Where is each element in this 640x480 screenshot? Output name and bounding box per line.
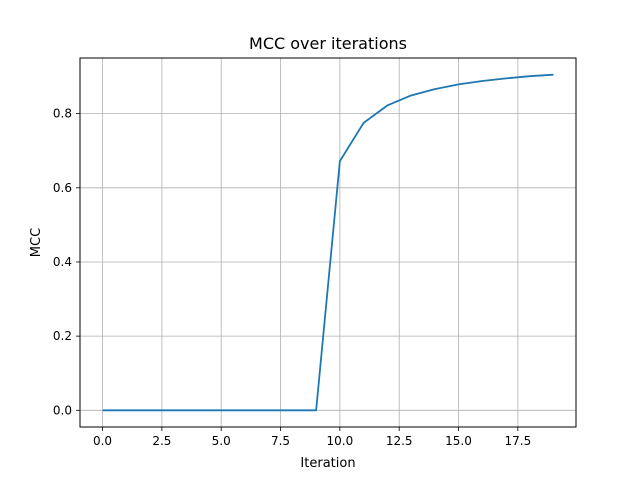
mcc-series-line <box>102 73 554 412</box>
x-tick-label: 12.5 <box>386 434 413 448</box>
x-tick-label: 15.0 <box>445 434 472 448</box>
x-tick-label: 2.5 <box>152 434 171 448</box>
x-tick-label: 10.0 <box>327 434 354 448</box>
y-tick-label: 0.8 <box>53 107 72 121</box>
x-tick-label: 0.0 <box>93 434 112 448</box>
y-tick-label: 0.4 <box>53 255 72 269</box>
x-axis-ticks: 0.0 2.5 5.0 7.5 10.0 12.5 15.0 17.5 <box>93 427 531 448</box>
chart-title: MCC over iterations <box>249 34 407 53</box>
x-tick-label: 7.5 <box>271 434 290 448</box>
series-layer <box>102 73 554 412</box>
y-axis-label: MCC <box>29 228 44 257</box>
y-tick-label: 0.6 <box>53 181 72 195</box>
y-tick-label: 0.0 <box>53 403 72 417</box>
grid <box>80 58 576 427</box>
y-axis-ticks: 0.0 0.2 0.4 0.6 0.8 <box>53 107 80 417</box>
y-tick-label: 0.2 <box>53 329 72 343</box>
x-tick-label: 17.5 <box>504 434 531 448</box>
x-tick-label: 5.0 <box>212 434 231 448</box>
x-axis-label: Iteration <box>300 456 355 471</box>
plot-frame <box>79 57 577 428</box>
